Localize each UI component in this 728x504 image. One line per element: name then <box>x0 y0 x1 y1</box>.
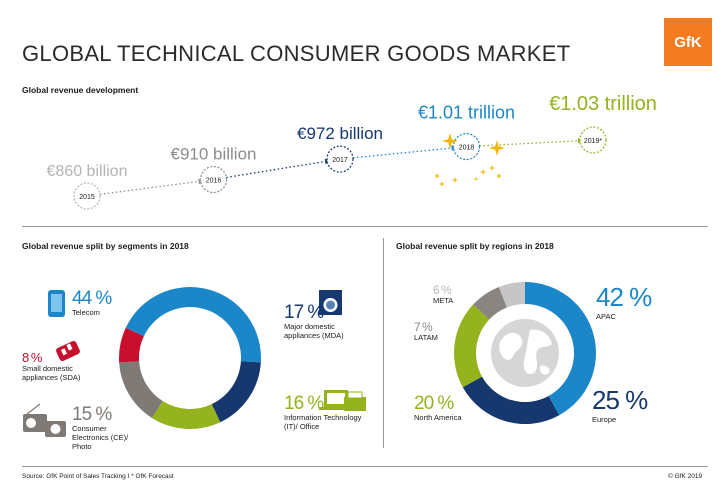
sparkle-icon <box>495 172 503 180</box>
segment-ce-group: 15 % Consumer Electronics (CE)/ Photo <box>72 405 152 451</box>
segment-sda-group: 8 % Small domestic appliances (SDA) <box>22 351 106 382</box>
regions-section-title: Global revenue split by regions in 2018 <box>396 241 554 251</box>
revenue-value-label: €1.03 trillion <box>549 93 657 115</box>
copyright-note: © GfK 2019 <box>668 473 703 480</box>
year-label: 2017 <box>332 157 348 164</box>
radio-camera-icon <box>23 403 66 437</box>
year-label: 2018 <box>459 145 475 152</box>
revenue-value-label: €1.01 trillion <box>418 103 515 123</box>
revenue-value-label: €860 billion <box>47 163 128 180</box>
gfk-logo: GfK <box>664 18 712 66</box>
segment-slice <box>119 361 163 418</box>
region-slice <box>525 282 596 416</box>
laptop-printer-icon <box>319 390 366 411</box>
smartphone-icon <box>48 290 65 317</box>
timeline-connector <box>226 160 326 179</box>
segment-telecom-value: 44 % <box>72 288 112 309</box>
segment-mda-value: 17 % <box>284 302 324 323</box>
year-circle <box>199 165 228 194</box>
segment-it-label: Information Technology (IT)/ Office <box>284 413 362 431</box>
year-circle <box>579 126 607 154</box>
segment-telecom-label: Telecom <box>72 308 100 317</box>
divider-vertical <box>383 238 384 448</box>
segments-section-title: Global revenue split by segments in 2018 <box>22 241 189 251</box>
revenue-development-chart: 2015 €860 billion 2016 €910 billion 2017 €972… <box>47 93 657 210</box>
segment-it-value: 16 % <box>284 393 324 414</box>
divider-bottom <box>22 466 708 467</box>
toaster-hairdryer-icon <box>56 340 80 362</box>
region-slice <box>473 286 507 320</box>
page-title: GLOBAL TECHNICAL CONSUMER GOODS MARKET <box>22 41 571 66</box>
sparkle-icon <box>451 176 459 184</box>
source-note: Source: GfK Point of Sales Tracking I * … <box>22 473 174 480</box>
sparkle-icon <box>489 140 505 156</box>
revenue-value-label: €972 billion <box>297 124 383 143</box>
segment-sda-value: 8 % <box>22 350 42 365</box>
region-apac-label: APAC <box>596 312 616 321</box>
region-meta-group: 6 % META <box>433 284 453 305</box>
year-label: 2016 <box>206 178 222 185</box>
segment-it-group: 16 % Information Technology (IT)/ Office <box>284 394 374 431</box>
revenue-section-title: Global revenue development <box>22 85 139 95</box>
globe-icon <box>484 312 566 394</box>
segment-ce-label: Consumer Electronics (CE)/ Photo <box>72 424 129 451</box>
segment-slice <box>119 327 144 363</box>
timeline-connector <box>352 147 452 159</box>
segment-mda-group: 17 % Major domestic appliances (MDA) <box>284 303 374 340</box>
segment-sda-label: Small domestic appliances (SDA) <box>22 364 81 382</box>
segment-telecom-group: 44 % Telecom <box>72 288 112 317</box>
timeline-arrowhead <box>451 145 456 152</box>
sparkle-icon <box>479 168 487 176</box>
region-north-america-label: North America <box>414 413 462 422</box>
region-apac-group: 42 % APAC <box>596 282 652 321</box>
region-meta-label: META <box>433 296 454 305</box>
region-slice <box>498 282 525 308</box>
region-latam-label: LATAM <box>414 333 438 342</box>
region-europe-group: 25 % Europe <box>592 385 648 424</box>
segment-slice <box>211 361 261 423</box>
region-apac-value: 42 % <box>596 282 652 312</box>
year-circle <box>73 182 101 210</box>
timeline-connector <box>99 180 199 195</box>
year-label: 2015 <box>79 194 95 201</box>
region-slice <box>462 376 560 425</box>
segment-ce-value: 15 % <box>72 404 112 425</box>
timeline-arrowhead <box>198 178 203 185</box>
region-meta-value: 6 % <box>433 283 452 297</box>
sparkle-icon <box>438 180 446 188</box>
region-europe-value: 25 % <box>592 385 648 415</box>
segment-slice <box>151 401 221 430</box>
region-north-america-group: 20 % North America <box>414 394 462 422</box>
region-latam-group: 7 % LATAM <box>414 321 438 342</box>
region-latam-value: 7 % <box>414 320 433 334</box>
divider-top <box>22 226 708 227</box>
timeline-arrowhead <box>324 158 330 165</box>
sparkle-icon <box>488 164 496 172</box>
region-europe-label: Europe <box>592 415 617 424</box>
region-slice <box>454 304 490 388</box>
sparkle-icon <box>442 133 458 149</box>
year-circle <box>326 145 354 173</box>
segment-mda-label: Major domestic appliances (MDA) <box>284 322 344 340</box>
sparkle-icon <box>433 172 441 180</box>
sparkle-icon <box>473 176 479 182</box>
washing-machine-icon <box>319 290 342 315</box>
year-circle <box>452 132 481 161</box>
revenue-value-label: €910 billion <box>170 145 256 164</box>
segment-slice <box>125 287 261 363</box>
year-label: 2019* <box>584 138 603 145</box>
region-north-america-value: 20 % <box>414 393 454 414</box>
